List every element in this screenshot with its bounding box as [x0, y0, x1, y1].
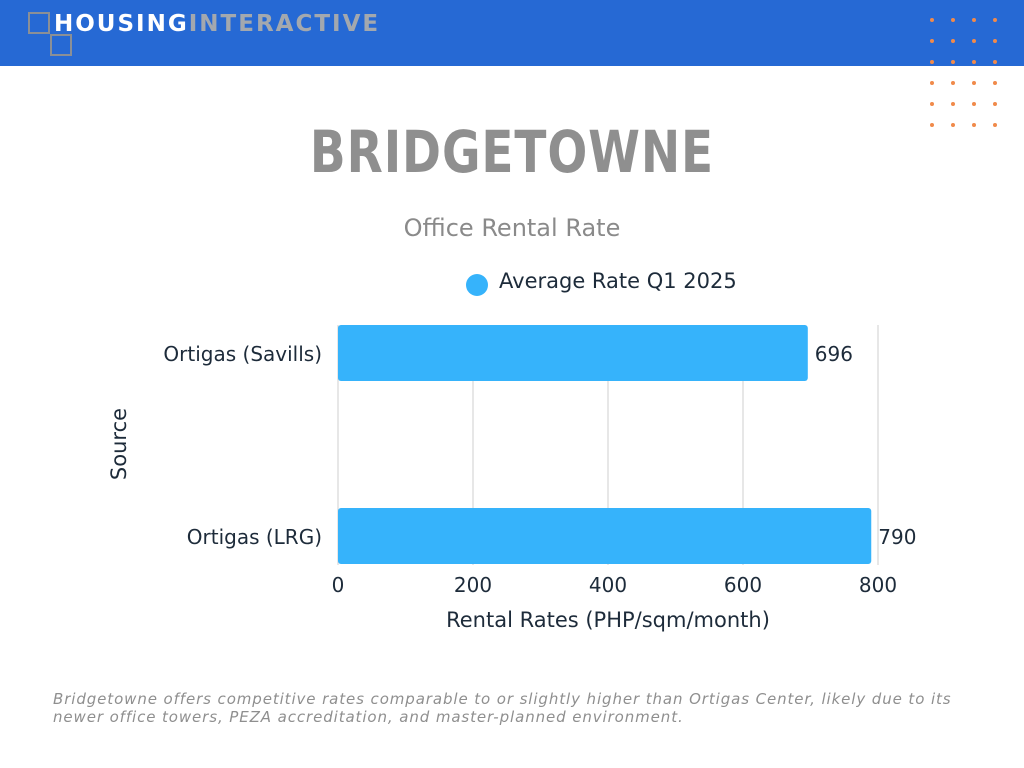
category-label: Ortigas (Savills) — [163, 342, 322, 366]
data-label: 790 — [878, 525, 916, 549]
brand-logo-text: HOUSINGINTERACTIVE — [54, 11, 380, 37]
x-axis-title: Rental Rates (PHP/sqm/month) — [446, 608, 770, 632]
decorative-dot — [993, 60, 997, 64]
logo-icon — [28, 12, 74, 58]
decorative-dot — [993, 39, 997, 43]
decorative-dot — [972, 60, 976, 64]
decorative-dot — [993, 123, 997, 127]
bar — [338, 508, 872, 564]
decorative-dot — [951, 102, 955, 106]
x-tick-label: 400 — [589, 573, 627, 597]
decorative-dot — [930, 123, 934, 127]
decorative-dot — [993, 18, 997, 22]
x-tick-label: 200 — [454, 573, 492, 597]
legend-swatch — [466, 274, 488, 296]
category-label: Ortigas (LRG) — [187, 525, 322, 549]
caption-text: Bridgetowne offers competitive rates com… — [53, 690, 952, 726]
decorative-dot — [972, 102, 976, 106]
decorative-dot — [951, 39, 955, 43]
decorative-dot — [951, 18, 955, 22]
legend-label: Average Rate Q1 2025 — [499, 269, 737, 293]
decorative-dot — [930, 81, 934, 85]
decorative-dot — [993, 81, 997, 85]
logo-square-bottom — [50, 34, 72, 56]
decorative-dot — [972, 123, 976, 127]
decorative-dot — [972, 39, 976, 43]
decorative-dot-grid — [930, 18, 1010, 138]
decorative-dot — [951, 123, 955, 127]
bar — [338, 325, 808, 381]
decorative-dot — [972, 81, 976, 85]
decorative-dot — [930, 60, 934, 64]
header-bar: HOUSINGINTERACTIVE — [0, 0, 1024, 66]
x-tick-label: 800 — [859, 573, 897, 597]
brand-name-interactive: INTERACTIVE — [188, 11, 381, 37]
x-tick-label: 600 — [724, 573, 762, 597]
x-tick-label: 0 — [332, 573, 345, 597]
logo-square-top — [28, 12, 50, 34]
y-axis-title: Source — [107, 408, 131, 480]
data-label: 696 — [815, 342, 853, 366]
decorative-dot — [951, 60, 955, 64]
decorative-dot — [930, 102, 934, 106]
decorative-dot — [951, 81, 955, 85]
decorative-dot — [972, 18, 976, 22]
decorative-dot — [930, 39, 934, 43]
decorative-dot — [993, 102, 997, 106]
decorative-dot — [930, 18, 934, 22]
page-title: BRIDGETOWNE — [309, 118, 715, 186]
chart-subtitle: Office Rental Rate — [403, 214, 621, 242]
brand-name-housing: HOUSING — [54, 11, 189, 37]
